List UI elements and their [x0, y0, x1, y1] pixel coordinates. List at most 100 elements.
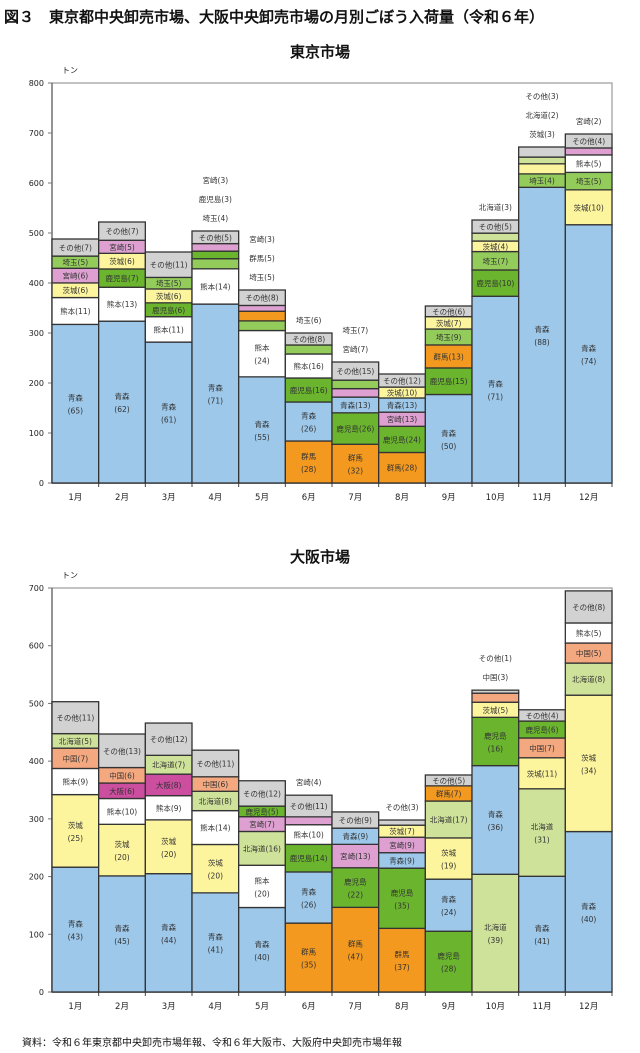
bar-segment-青森 [238, 906, 286, 993]
segment-label: その他(11) [290, 801, 328, 811]
outside-segment-label: その他(1) [479, 653, 512, 663]
x-tick-label: 1月 [68, 1002, 82, 1012]
bar-segment-青森 [144, 873, 193, 993]
bar-segment-青森 [471, 295, 520, 484]
segment-label: 茨城(10) [573, 202, 603, 212]
bar-segment-群馬 [378, 927, 426, 993]
bar-segment-茨城 [564, 189, 613, 226]
x-tick-label: 12月 [579, 1002, 598, 1012]
segment-label: 宮崎(13) [387, 414, 417, 424]
segment-label-share: (40) [581, 915, 596, 924]
segment-label: 埼玉(5) [63, 257, 89, 267]
bar-segment-熊本 [98, 286, 146, 322]
segment-label: 熊本(11) [60, 306, 90, 316]
segment-label: 茨城(6) [109, 256, 135, 266]
bar-segment-埼玉 [191, 258, 240, 270]
bar-segment-鹿児島 [378, 867, 426, 930]
segment-label-share: (62) [114, 405, 129, 414]
segment-label: 茨城(5) [483, 705, 509, 715]
bar-segment-青森 [51, 866, 100, 993]
segment-label-name: 青森 [441, 428, 456, 438]
bar-segment-埼玉 [238, 320, 286, 332]
segment-label: 埼玉(9) [436, 332, 462, 342]
outside-segment-label: 宮崎(7) [343, 344, 369, 354]
bar-segment-青森 [191, 303, 240, 484]
bar-segment-その他 [471, 689, 520, 694]
bar-segment-鹿児島 [284, 377, 333, 403]
x-tick-label: 9月 [442, 493, 456, 503]
outside-segment-label: 北海道(2) [525, 110, 558, 120]
segment-label: 中国(7) [529, 743, 555, 753]
bar-segment-北海道 [518, 156, 566, 165]
bar-segment-青森 [471, 764, 520, 875]
bar-segment-熊本 [238, 329, 286, 378]
segment-label: その他(8) [292, 334, 325, 344]
segment-label-share: (35) [301, 961, 316, 970]
segment-label-name: 青森 [208, 383, 223, 393]
segment-label-name: 鹿児島 [344, 877, 367, 887]
segment-label: 大阪(6) [109, 786, 135, 796]
segment-label: その他(12) [243, 788, 281, 798]
segment-label: 鹿児島(15) [430, 376, 468, 386]
outside-segment-label: 宮崎(4) [296, 777, 322, 787]
segment-label: その他(4) [525, 710, 558, 720]
x-tick-label: 12月 [579, 493, 598, 503]
y-tick-label: 600 [29, 642, 44, 651]
segment-label: 群馬(13) [433, 351, 463, 361]
segment-label-name: 茨城 [581, 752, 596, 762]
bar-segment-茨城 [191, 843, 240, 894]
segment-label: その他(13) [103, 746, 141, 756]
segment-label: その他(11) [150, 260, 188, 270]
segment-label-name: 熊本 [255, 343, 270, 353]
segment-label-name: 茨城 [68, 820, 83, 830]
segment-label-name: 青森 [535, 324, 550, 334]
segment-label: その他(12) [383, 376, 421, 386]
bar-segment-青森 [424, 878, 473, 932]
segment-label-name: 青森 [581, 901, 596, 911]
segment-label-share: (40) [254, 953, 269, 962]
segment-label-name: 北海道 [531, 822, 554, 832]
segment-label: 鹿児島(7) [105, 273, 138, 283]
segment-label: 茨城(10) [387, 388, 417, 398]
bar-segment-群馬 [238, 310, 286, 322]
y-tick-label: 0 [39, 479, 44, 488]
segment-label: 埼玉(5) [576, 176, 602, 186]
bar-segment-青森 [51, 323, 100, 484]
bar-segment-北海道 [518, 788, 566, 877]
segment-label: 熊本(10) [293, 830, 323, 840]
source-note: 資料：令和６年東京都中央卸売市場年報、令和６年大阪市、大阪府中央卸売市場年報 [22, 1038, 402, 1049]
x-tick-label: 8月 [395, 493, 409, 503]
segment-label-share: (35) [394, 901, 409, 910]
segment-label-share: (65) [68, 407, 83, 416]
bar-segment-その他 [378, 819, 426, 826]
segment-label: 中国(6) [203, 779, 229, 789]
segment-label: 宮崎(9) [389, 840, 415, 850]
x-tick-label: 8月 [395, 1002, 409, 1012]
osaka-chart: トン 0 100 200 300 400 500 600 700 1月 青森 (43) 茨城 (25) 熊本… [29, 571, 613, 1012]
segment-label: その他(11) [196, 758, 234, 768]
segment-label-share: (24) [441, 908, 456, 917]
segment-label: 中国(7) [63, 753, 89, 763]
segment-label-share: (74) [581, 357, 596, 366]
x-tick-label: 10月 [486, 493, 505, 503]
segment-label-share: (20) [114, 853, 129, 862]
segment-label: その他(4) [572, 136, 605, 146]
tokyo-chart-title: 東京市場 [289, 43, 350, 61]
segment-label-share: (45) [114, 937, 129, 946]
segment-label: 茨城(6) [63, 285, 89, 295]
outside-segment-label: 中国(3) [483, 672, 509, 682]
x-tick-label: 2月 [115, 1002, 129, 1012]
segment-label-name: 青森 [255, 939, 270, 949]
bar-segment-その他 [98, 733, 146, 769]
bar-segment-茨城 [144, 819, 193, 875]
bar-segment-青森 [564, 830, 613, 993]
segment-label: その他(7) [105, 226, 138, 236]
x-tick-label: 5月 [255, 1002, 269, 1012]
segment-label-share: (22) [348, 891, 363, 900]
segment-label: 茨城(4) [483, 241, 509, 251]
bar-segment-青森 [98, 320, 146, 484]
segment-label-name: 群馬 [348, 939, 363, 949]
x-tick-label: 4月 [208, 1002, 222, 1012]
segment-label: 群馬(7) [436, 788, 462, 798]
